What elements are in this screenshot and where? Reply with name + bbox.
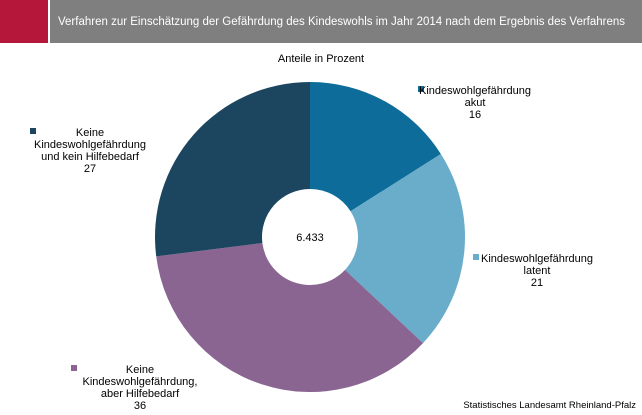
legend-marker (71, 365, 77, 371)
header-accent (0, 0, 48, 43)
slice-label: Kindeswohlgefährdung akut (419, 85, 531, 109)
value-label: 21 (531, 277, 543, 289)
header-bar (50, 0, 642, 43)
value-label: 27 (84, 163, 96, 175)
slice (310, 82, 441, 212)
slice (156, 243, 423, 392)
slice (155, 82, 310, 257)
legend-marker (473, 254, 479, 260)
slice (344, 153, 465, 344)
source: Statistisches Landesamt Rheinland-Pfalz (463, 400, 636, 411)
chart-subtitle: Anteile in Prozent (278, 53, 364, 65)
slice-label: Keine Kindeswohlgefährdung und kein Hilfeb… (34, 127, 146, 163)
value-label: 36 (134, 400, 146, 412)
legend-marker (418, 86, 424, 92)
slice-label: Kindeswohlgefährdung latent (481, 253, 593, 277)
value-label: 16 (469, 109, 481, 121)
chart-title: Verfahren zur Einschätzung der Gefährdun… (58, 16, 625, 28)
slice-label: Keine Kindeswohlgefährdung, aber Hilfebeda… (83, 364, 198, 400)
center-label: 6.433 (296, 232, 324, 244)
legend-marker (30, 128, 36, 134)
